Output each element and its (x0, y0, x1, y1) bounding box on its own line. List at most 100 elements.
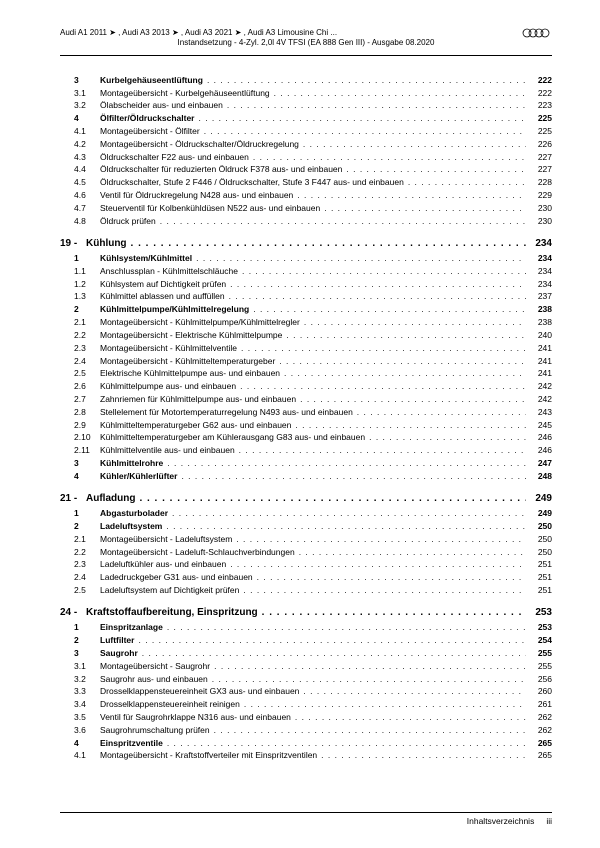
toc-title: Ventil für Öldruckregelung N428 aus- und… (100, 189, 297, 201)
page-header: Audi A1 2011 ➤ , Audi A3 2013 ➤ , Audi A… (60, 28, 552, 49)
toc-leader-dots (303, 685, 526, 697)
toc-leader-dots (138, 634, 526, 646)
toc-page: 248 (526, 470, 552, 482)
toc-number: 3 (60, 457, 100, 469)
toc-leader-dots (196, 252, 526, 264)
toc-number: 2.4 (60, 571, 100, 583)
toc-title: Montageübersicht - Elektrische Kühlmitte… (100, 329, 286, 341)
toc-title: Montageübersicht - Ölfilter (100, 125, 204, 137)
toc-number: 3.6 (60, 724, 100, 736)
toc-number: 1.2 (60, 278, 100, 290)
toc-number: 4.8 (60, 215, 100, 227)
toc-number: 3.2 (60, 99, 100, 111)
toc-leader-dots (369, 431, 526, 443)
toc-page: 227 (526, 163, 552, 175)
toc-title: Ladeluftsystem (100, 520, 166, 532)
toc-leader-dots (172, 507, 526, 519)
toc-title: Steuerventil für Kolbenkühldüsen N522 au… (100, 202, 324, 214)
toc-title: Saugrohrumschaltung prüfen (100, 724, 214, 736)
toc-number: 2.10 (60, 431, 100, 443)
toc-title: Kühlmittelventile aus- und einbauen (100, 444, 239, 456)
page-footer: Inhaltsverzeichnis iii (60, 812, 552, 826)
toc-page: 253 (526, 606, 552, 621)
toc-page: 227 (526, 151, 552, 163)
toc-row: 3Kurbelgehäuseentlüftung222 (60, 74, 552, 86)
toc-row: 2Ladeluftsystem250 (60, 520, 552, 532)
toc-row: 4.7Steuerventil für Kolbenkühldüsen N522… (60, 202, 552, 214)
toc-title: Einspritzventile (100, 737, 167, 749)
toc-number: 1 (60, 252, 100, 264)
toc-number: 24 - (60, 606, 86, 621)
toc-number: 2.8 (60, 406, 100, 418)
toc-title: Ladeluftkühler aus- und einbauen (100, 558, 230, 570)
toc-number: 19 - (60, 237, 86, 252)
toc-title: Zahnriemen für Kühlmittelpumpe aus- und … (100, 393, 300, 405)
toc-page: 223 (526, 99, 552, 111)
toc-page: 240 (526, 329, 552, 341)
toc-leader-dots (167, 621, 526, 633)
toc-row: 4.3Öldruckschalter F22 aus- und einbauen… (60, 151, 552, 163)
toc-page: 222 (526, 87, 552, 99)
toc-page: 265 (526, 749, 552, 761)
toc-row: 2.11Kühlmittelventile aus- und einbauen2… (60, 444, 552, 456)
toc-row: 4Einspritzventile265 (60, 737, 552, 749)
toc-row: 4.6Ventil für Öldruckregelung N428 aus- … (60, 189, 552, 201)
toc-leader-dots (230, 558, 526, 570)
toc-leader-dots (242, 265, 526, 277)
toc-page: 241 (526, 355, 552, 367)
toc-title: Kühlmitteltemperaturgeber am Kühlerausga… (100, 431, 369, 443)
toc-leader-dots (303, 138, 526, 150)
toc-leader-dots (181, 470, 526, 482)
toc-number: 4.4 (60, 163, 100, 175)
toc-leader-dots (214, 724, 526, 736)
toc-title: Montageübersicht - Ladeluft-Schlauchverb… (100, 546, 299, 558)
toc-row: 2.4Montageübersicht - Kühlmitteltemperat… (60, 355, 552, 367)
toc-leader-dots (198, 112, 526, 124)
toc-leader-dots (304, 316, 526, 328)
toc-row: 2.2Montageübersicht - Ladeluft-Schlauchv… (60, 546, 552, 558)
toc-row: 2.4Ladedruckgeber G31 aus- und einbauen2… (60, 571, 552, 583)
toc-row: 3.3Drosselklappensteuereinheit GX3 aus- … (60, 685, 552, 697)
toc-title: Kühlmittelpumpe aus- und einbauen (100, 380, 240, 392)
toc-row: 2.9Kühlmitteltemperaturgeber G62 aus- un… (60, 419, 552, 431)
toc-leader-dots (321, 749, 526, 761)
toc-page: 260 (526, 685, 552, 697)
toc-title: Stellelement für Motortemperaturregelung… (100, 406, 357, 418)
toc-row: 2.3Montageübersicht - Kühlmittelventile2… (60, 342, 552, 354)
toc-row: 1Einspritzanlage253 (60, 621, 552, 633)
toc-row: 3Kühlmittelrohre247 (60, 457, 552, 469)
toc-leader-dots (286, 329, 526, 341)
toc-number: 2.2 (60, 329, 100, 341)
toc-title: Saugrohr (100, 647, 142, 659)
toc-row: 2.1Montageübersicht - Ladeluftsystem250 (60, 533, 552, 545)
toc-number: 2.1 (60, 533, 100, 545)
toc-row: 4.1Montageübersicht - Ölfilter225 (60, 125, 552, 137)
toc-page: 241 (526, 367, 552, 379)
toc-page: 262 (526, 711, 552, 723)
toc-leader-dots (274, 87, 526, 99)
toc-number: 1 (60, 507, 100, 519)
toc-row: 2.5Ladeluftsystem auf Dichtigkeit prüfen… (60, 584, 552, 596)
toc-leader-dots (262, 606, 526, 621)
toc-page: 230 (526, 215, 552, 227)
toc-number: 4 (60, 112, 100, 124)
toc-number: 4.2 (60, 138, 100, 150)
toc-number: 3.1 (60, 660, 100, 672)
toc-number: 2.7 (60, 393, 100, 405)
toc-page: 222 (526, 74, 552, 86)
toc-leader-dots (253, 303, 526, 315)
toc-number: 4.3 (60, 151, 100, 163)
toc-number: 1.1 (60, 265, 100, 277)
toc-leader-dots (299, 546, 526, 558)
toc-title: Montageübersicht - Kurbelgehäuseentlüftu… (100, 87, 274, 99)
toc-number: 4.5 (60, 176, 100, 188)
toc-page: 243 (526, 406, 552, 418)
toc-leader-dots (241, 342, 526, 354)
toc-page: 249 (526, 507, 552, 519)
toc-title: Kühler/Kühlerlüfter (100, 470, 181, 482)
toc-number: 3.4 (60, 698, 100, 710)
toc-title: Elektrische Kühlmittelpumpe aus- und ein… (100, 367, 284, 379)
footer-page-number: iii (546, 816, 552, 826)
toc-leader-dots (239, 444, 526, 456)
toc-row: 2.3Ladeluftkühler aus- und einbauen251 (60, 558, 552, 570)
